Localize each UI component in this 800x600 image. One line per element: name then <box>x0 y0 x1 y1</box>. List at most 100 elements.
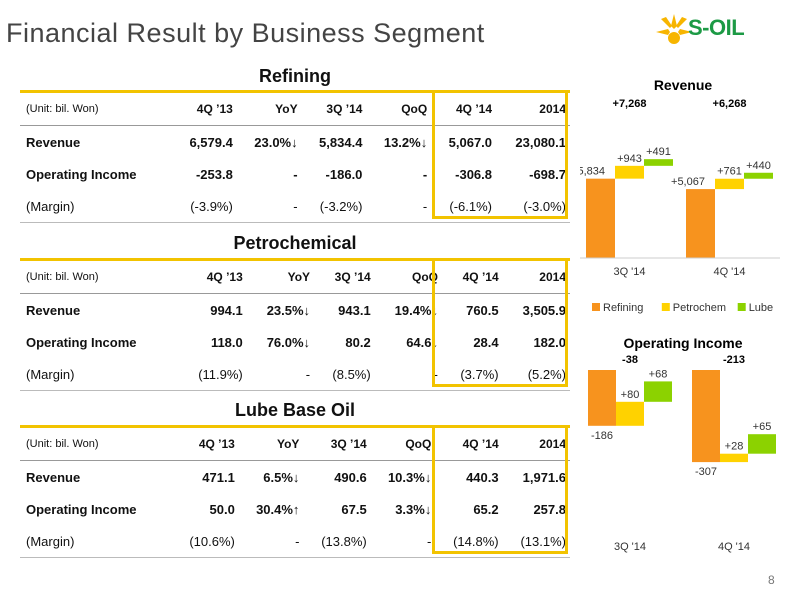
col-header: 4Q ’14 <box>455 102 493 116</box>
data-label: +68 <box>649 368 668 380</box>
total-label: +7,268 <box>613 98 647 110</box>
row-label: Revenue <box>26 134 81 150</box>
cell: (-3.0%) <box>523 198 566 214</box>
legend-swatch <box>661 303 670 311</box>
data-label: +65 <box>753 421 772 433</box>
col-header: 3Q ’14 <box>330 437 367 451</box>
cell: 23.0%↓ <box>254 134 298 150</box>
table-header-row: (Unit: bil. Won) 4Q ’13 YoY 3Q ’14 QoQ 4… <box>20 91 570 126</box>
bar-refining <box>686 189 715 258</box>
table-row: Revenue 994.1 23.5%↓ 943.1 19.4%↓ 760.5 … <box>20 294 570 327</box>
cell: - <box>426 533 432 549</box>
legend-label: Lube <box>749 302 773 314</box>
cell: (3.7%) <box>460 366 499 382</box>
cell: 23.5%↓ <box>266 302 311 318</box>
cell: 64.6↓ <box>406 334 438 350</box>
col-header: QoQ <box>405 437 432 451</box>
data-label: +943 <box>617 153 642 165</box>
legend-label: Petrochem <box>673 302 726 314</box>
cell: 50.0 <box>209 501 235 517</box>
row-label: Revenue <box>26 302 81 318</box>
section-title-petrochemical: Petrochemical <box>233 233 357 253</box>
cell: -253.8 <box>195 166 233 182</box>
section-title-refining: Refining <box>259 66 331 86</box>
row-label: Revenue <box>26 469 81 485</box>
cell: - <box>422 198 428 214</box>
table-row: Operating Income -253.8 - -186.0 - -306.… <box>20 158 570 190</box>
col-header: YoY <box>275 102 298 116</box>
x-tick-label: 4Q '14 <box>713 266 745 278</box>
section-title-lube-base-oil: Lube Base Oil <box>234 400 356 420</box>
x-tick-label: 4Q '14 <box>718 541 750 553</box>
cell: (13.1%) <box>520 533 566 549</box>
bar-lube <box>644 381 672 402</box>
table-row: Operating Income 118.0 76.0%↓ 80.2 64.6↓… <box>20 326 570 358</box>
col-header: 4Q ’14 <box>462 437 499 451</box>
col-header: 4Q ’13 <box>206 270 243 284</box>
data-label: +80 <box>621 389 640 401</box>
table-row: Revenue 6,579.4 23.0%↓ 5,834.4 13.2%↓ 5,… <box>20 126 570 159</box>
cell: 994.1 <box>210 302 243 318</box>
cell: (5.2%) <box>527 366 566 382</box>
x-tick-label: 3Q '14 <box>613 266 645 278</box>
table-header-row: (Unit: bil. Won) 4Q ’13 YoY 3Q ’14 QoQ 4… <box>20 426 570 461</box>
cell: - <box>422 166 428 182</box>
cell: - <box>433 366 438 382</box>
cell: 65.2 <box>473 501 499 517</box>
data-label: +5,834 <box>580 166 605 178</box>
cell: 471.1 <box>202 469 235 485</box>
bar-lube <box>744 172 773 179</box>
bar-petrochem <box>715 178 744 190</box>
bar-lube <box>644 159 673 166</box>
cell: - <box>293 166 298 182</box>
cell: 30.4%↑ <box>256 501 300 517</box>
table-row: (Margin) (11.9%) - (8.5%) - (3.7%) (5.2%… <box>20 358 570 391</box>
row-label: Operating Income <box>26 334 137 350</box>
table-row: Revenue 471.1 6.5%↓ 490.6 10.3%↓ 440.3 1… <box>20 461 570 494</box>
col-header: QoQ <box>401 102 428 116</box>
cell: 760.5 <box>466 302 499 318</box>
cell: (8.5%) <box>332 366 371 382</box>
cell: 23,080.1 <box>515 134 566 150</box>
cell: 19.4%↓ <box>394 302 438 318</box>
cell: 13.2%↓ <box>383 134 428 150</box>
cell: (13.8%) <box>321 533 367 549</box>
unit-label: (Unit: bil. Won) <box>26 271 99 283</box>
data-label: -307 <box>695 466 717 478</box>
legend-swatch <box>592 303 600 311</box>
cell: -186.0 <box>325 166 363 182</box>
cell: 3,505.9 <box>522 302 566 318</box>
cell: 80.2 <box>345 334 371 350</box>
bar-petrochem <box>720 453 748 463</box>
row-label: (Margin) <box>26 366 75 382</box>
petrochemical-table: (Unit: bil. Won) 4Q ’13 YoY 3Q ’14 QoQ 4… <box>20 258 570 391</box>
chart-title: Revenue <box>654 77 713 93</box>
data-label: +5,067 <box>671 176 705 188</box>
cell: 943.1 <box>338 302 371 318</box>
row-label: Operating Income <box>26 166 137 182</box>
bar-refining <box>588 370 616 426</box>
col-header: 4Q ’13 <box>198 437 235 451</box>
s-oil-logo <box>656 14 692 44</box>
cell: 28.4 <box>473 334 499 350</box>
row-label: (Margin) <box>26 533 75 549</box>
cell: 10.3%↓ <box>387 469 432 485</box>
logo-text: S-OIL <box>688 15 745 40</box>
unit-label: (Unit: bil. Won) <box>26 438 99 450</box>
total-label: -38 <box>622 354 638 366</box>
bar-refining <box>692 370 720 463</box>
cell: 67.5 <box>341 501 367 517</box>
cell: 182.0 <box>533 334 566 350</box>
page-number: 8 <box>768 573 775 587</box>
revenue-chart: Revenue +5,834 +943 +491 +7,268 3Q '14 +5,067 +… <box>580 77 780 314</box>
cell: 490.6 <box>334 469 367 485</box>
cell: 6,579.4 <box>189 134 233 150</box>
cell: 118.0 <box>210 334 243 350</box>
cell: (-3.9%) <box>190 198 233 214</box>
cell: (-6.1%) <box>449 198 493 214</box>
page-title: Financial Result by Business Segment <box>6 18 485 48</box>
col-header: 2014 <box>539 437 566 451</box>
col-header: QoQ <box>412 270 438 284</box>
col-header: 4Q ’14 <box>462 270 499 284</box>
col-header: 2014 <box>539 270 566 284</box>
